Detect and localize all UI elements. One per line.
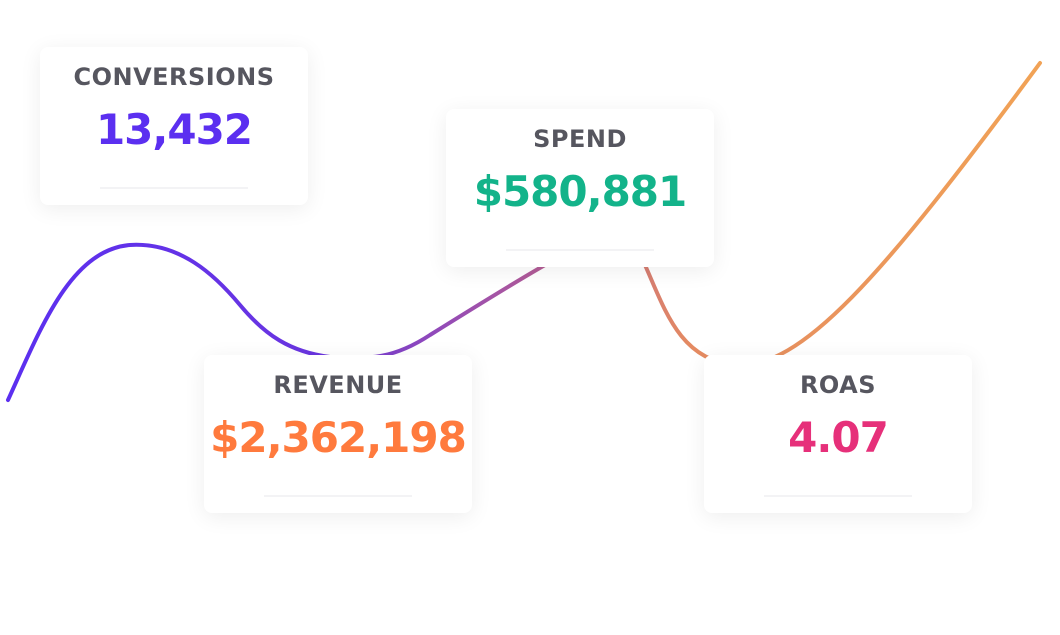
- divider: [764, 495, 912, 497]
- kpi-value: $580,881: [473, 167, 688, 216]
- kpi-card: CONVERSIONS 13,432: [40, 47, 308, 205]
- kpi-card: REVENUE $2,362,198: [204, 355, 472, 513]
- kpi-card: SPEND $580,881: [446, 109, 714, 267]
- kpi-label: REVENUE: [273, 371, 403, 399]
- kpi-label: ROAS: [799, 371, 877, 399]
- divider: [506, 249, 654, 251]
- divider: [264, 495, 412, 497]
- kpi-value: $2,362,198: [210, 413, 467, 462]
- kpi-label: CONVERSIONS: [73, 63, 275, 91]
- kpi-card: ROAS 4.07: [704, 355, 972, 513]
- kpi-value: 4.07: [788, 413, 889, 462]
- kpi-label: SPEND: [533, 125, 627, 153]
- kpi-value: 13,432: [95, 105, 253, 154]
- divider: [100, 187, 248, 189]
